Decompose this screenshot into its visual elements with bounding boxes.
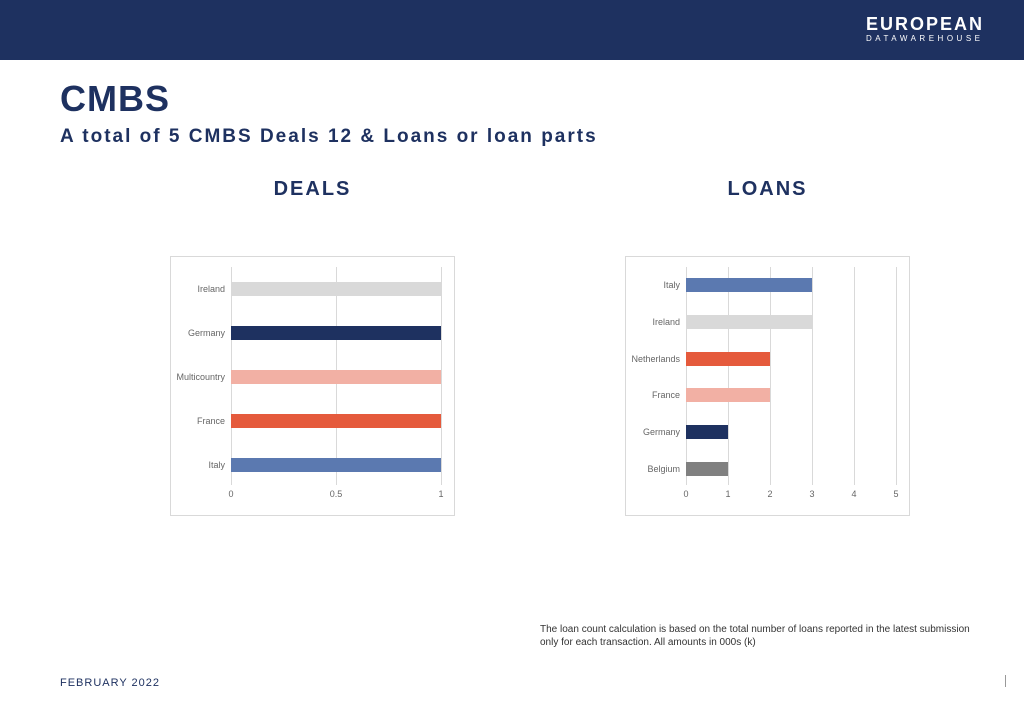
charts-row: DEALS 0 0.5 1 Ireland Germany Multicountry Fra…	[60, 178, 964, 516]
loans-plot-area: 012345ItalyIrelandNetherlandsFranceGerma…	[686, 267, 896, 485]
loans-chart-column: LOANS 0 1 2 3 4 5 Italy Ireland Netherlands Franc…	[625, 178, 910, 516]
deals-chart-box: 0 0.5 1 Ireland Germany Multicountry France Ita…	[170, 256, 455, 516]
loans-bar	[686, 352, 770, 366]
deals-bar	[231, 370, 441, 384]
deals-plot-area: 00.51IrelandGermanyMulticountryFranceIta…	[231, 267, 441, 485]
loans-xtick-label: 2	[767, 485, 772, 499]
loans-gridline	[854, 267, 855, 485]
deals-chart-column: DEALS 0 0.5 1 Ireland Germany Multicountry Fra…	[170, 178, 455, 516]
deals-xtick-label: 1	[438, 485, 443, 499]
deals-chart-title: DEALS	[274, 178, 352, 201]
loans-ytick-label: Belgium	[647, 464, 686, 474]
footer-date: FEBRUARY 2022	[60, 677, 160, 689]
loans-xtick-label: 4	[851, 485, 856, 499]
loans-ytick-label: Germany	[643, 427, 686, 437]
loans-gridline	[896, 267, 897, 485]
deals-xtick-label: 0.5	[330, 485, 343, 499]
loans-chart-title: LOANS	[728, 178, 808, 201]
brand-line2: DATAWAREHOUSE	[866, 33, 984, 44]
loans-chart-box: 0 1 2 3 4 5 Italy Ireland Netherlands France Germa…	[625, 256, 910, 516]
top-bar: EUROPEAN DATAWAREHOUSE	[0, 0, 1024, 60]
loans-bar	[686, 462, 728, 476]
footer-divider	[1005, 675, 1006, 687]
loans-ytick-label: Italy	[663, 280, 686, 290]
deals-ytick-label: France	[197, 416, 231, 426]
loans-gridline	[812, 267, 813, 485]
loans-ytick-label: Netherlands	[631, 354, 686, 364]
loans-bar	[686, 315, 812, 329]
deals-bar	[231, 282, 441, 296]
brand-logo: EUROPEAN DATAWAREHOUSE	[866, 15, 984, 44]
loans-xtick-label: 1	[725, 485, 730, 499]
loans-xtick-label: 5	[893, 485, 898, 499]
deals-bar	[231, 458, 441, 472]
loans-xtick-label: 0	[683, 485, 688, 499]
loans-xtick-label: 3	[809, 485, 814, 499]
loans-gridline	[686, 267, 687, 485]
page-title: CMBS	[60, 78, 964, 120]
deals-ytick-label: Multicountry	[176, 372, 231, 382]
deals-ytick-label: Ireland	[197, 284, 231, 294]
loans-bar	[686, 278, 812, 292]
loans-ytick-label: France	[652, 390, 686, 400]
content-area: CMBS A total of 5 CMBS Deals 12 & Loans …	[0, 60, 1024, 516]
deals-ytick-label: Italy	[208, 460, 231, 470]
brand-line1: EUROPEAN	[866, 15, 984, 33]
loans-ytick-label: Ireland	[652, 317, 686, 327]
deals-bar	[231, 414, 441, 428]
deals-xtick-label: 0	[228, 485, 233, 499]
deals-gridline	[441, 267, 442, 485]
page-subtitle: A total of 5 CMBS Deals 12 & Loans or lo…	[60, 126, 964, 148]
deals-bar	[231, 326, 441, 340]
loans-bar	[686, 425, 728, 439]
footnote-text: The loan count calculation is based on t…	[540, 623, 990, 649]
loans-bar	[686, 388, 770, 402]
deals-ytick-label: Germany	[188, 328, 231, 338]
loans-gridline	[770, 267, 771, 485]
loans-gridline	[728, 267, 729, 485]
